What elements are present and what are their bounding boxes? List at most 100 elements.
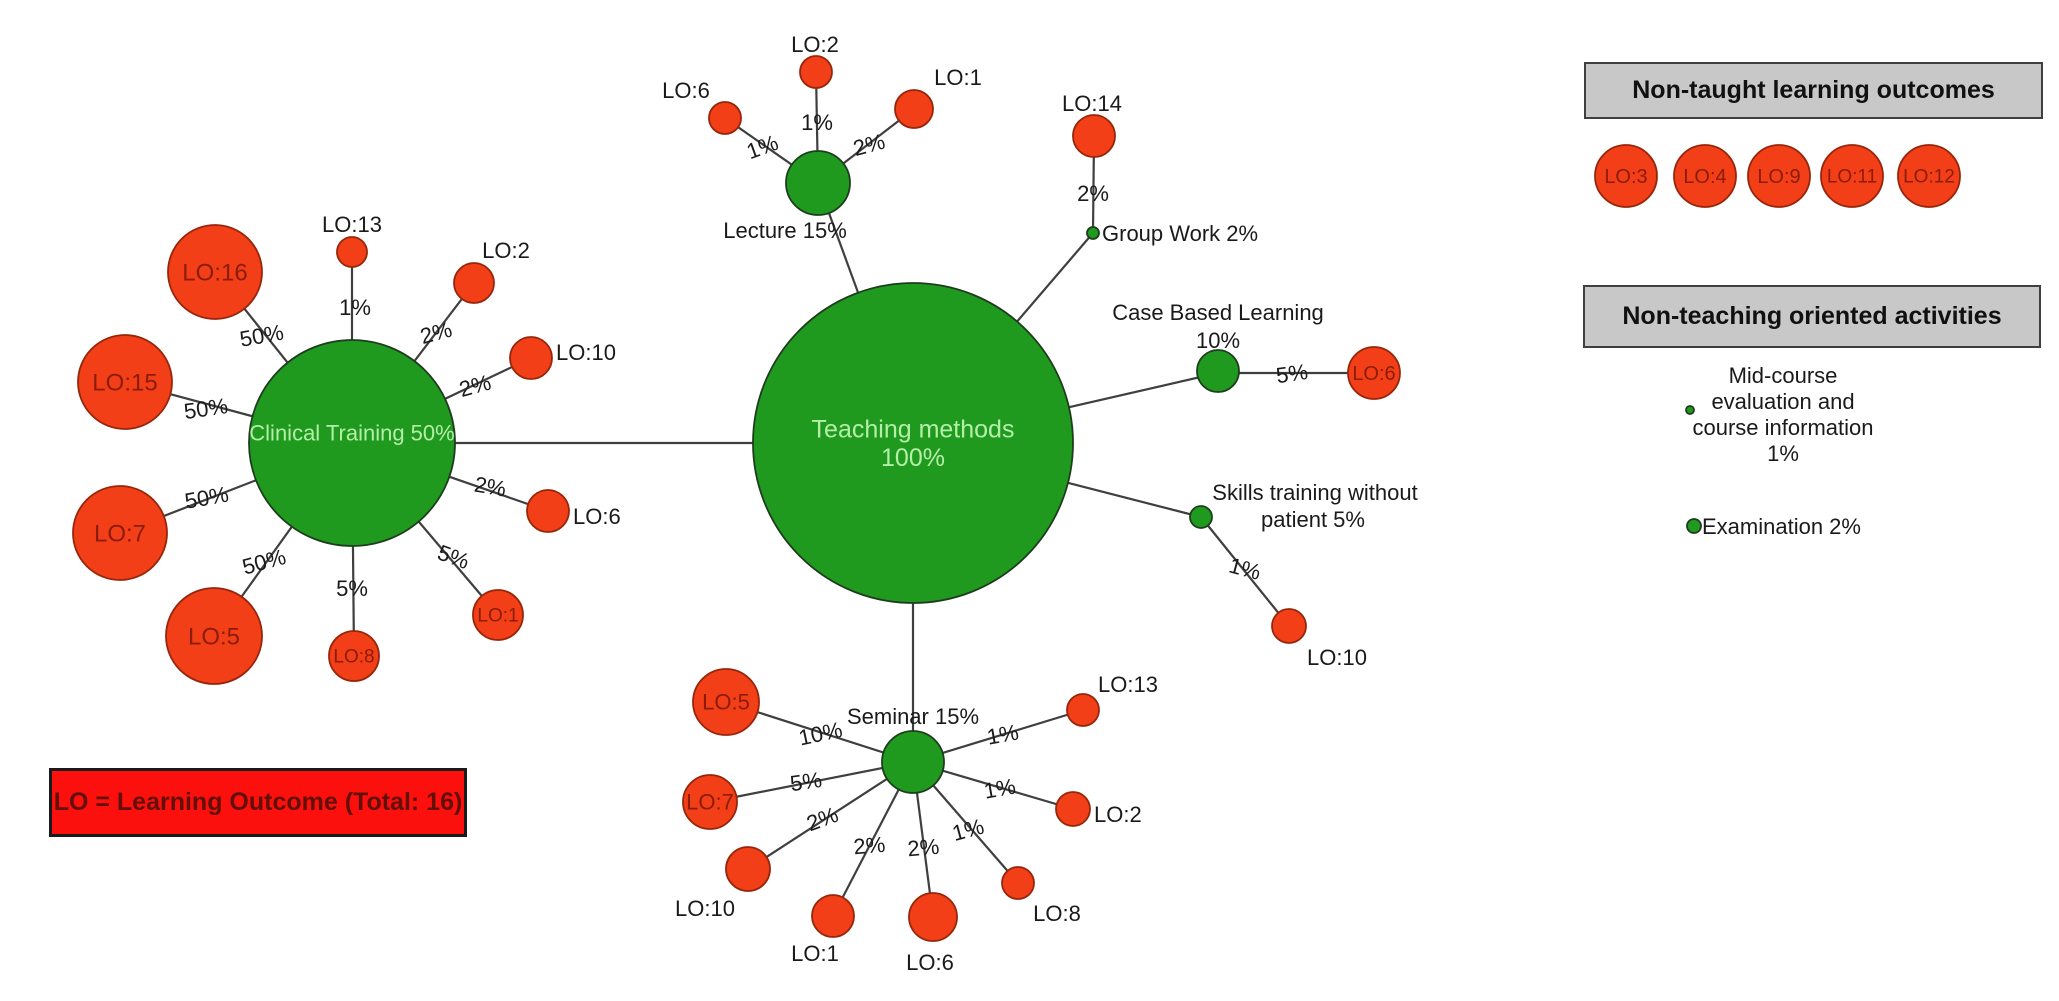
legend-dot-examination-hub-circle — [1686, 518, 1702, 534]
legend-examination-label: Examination 2% — [1702, 514, 1861, 539]
casebased-lo6-label: LO:6 — [1352, 363, 1395, 385]
edge-percentage-label: 2% — [456, 370, 493, 402]
clinical-lo10-circle — [509, 336, 553, 380]
legend-lo4-circle — [1673, 144, 1737, 208]
edge-percentage-label: 50% — [240, 544, 289, 580]
case-based-title-line2: 10% — [1196, 328, 1240, 353]
edge-percentage-label: 2% — [1077, 181, 1109, 206]
seminar-lo13-label: LO:13 — [1098, 672, 1158, 697]
edge-percentage-label: 2% — [417, 317, 454, 349]
edge-percentage-label: 2% — [472, 472, 508, 502]
edge-percentage-label: 5% — [788, 767, 823, 796]
clinical-lo5-label: LO:5 — [188, 623, 240, 650]
legend-midcourse-line4: 1% — [1767, 441, 1799, 466]
seminar-lo7-circle — [682, 774, 738, 830]
lecture-lo2-circle — [799, 55, 833, 89]
edge-percentage-label: 1% — [339, 295, 371, 320]
edge-percentage-label: 5% — [336, 576, 368, 601]
lo-note-text: LO = Learning Outcome (Total: 16) — [53, 788, 463, 816]
clinical-lo8-label: LO:8 — [333, 647, 374, 668]
seminar-lo10-label: LO:10 — [675, 896, 735, 921]
clinical-lo1-circle — [472, 589, 524, 641]
edge-percentage-label: 5% — [1274, 359, 1309, 388]
edge-percentage-label: 1% — [801, 110, 833, 135]
skills-title-line1: Skills training without — [1212, 480, 1417, 505]
clinical-lo1-label: LO:1 — [477, 606, 518, 627]
casebased-lo6-circle — [1347, 346, 1401, 400]
clinical-lo6-circle — [526, 489, 570, 533]
seminar-lo10-circle — [725, 846, 771, 892]
seminar-lo2-label: LO:2 — [1094, 802, 1142, 827]
clinical-lo15-label: LO:15 — [92, 369, 157, 396]
edge-percentage-label: 5% — [434, 540, 472, 574]
legend-non-taught-title: Non-taught learning outcomes — [1632, 76, 1995, 104]
edge-percentage-label: 2% — [852, 832, 886, 860]
edge-percentage-label: 10% — [796, 717, 844, 751]
legend-non-taught-box: Non-taught learning outcomes — [1584, 62, 2043, 119]
clinical-lo16-circle — [167, 224, 263, 320]
legend-non-teaching-title: Non-teaching oriented activities — [1622, 302, 2002, 330]
seminar-lo13-circle — [1066, 693, 1100, 727]
clinical-lo15-circle — [77, 334, 173, 430]
hub-lecture-hub-circle — [785, 150, 851, 216]
legend-lo12-label: LO:12 — [1903, 167, 1955, 188]
legend-lo9-circle — [1747, 144, 1811, 208]
clinical-lo8-circle — [328, 630, 380, 682]
edge-percentage-label: 2% — [803, 802, 841, 836]
seminar-lo8-circle — [1001, 866, 1035, 900]
clinical-lo7-circle — [72, 485, 168, 581]
skills-lo10-circle — [1271, 608, 1307, 644]
clinical-lo2-circle — [453, 262, 495, 304]
lecture-lo6-circle — [708, 101, 742, 135]
edge-percentage-label: 50% — [182, 393, 229, 424]
seminar-lo7-label: LO:7 — [686, 790, 734, 815]
lecture-lo2-label: LO:2 — [791, 32, 839, 57]
legend-midcourse-line2: evaluation and — [1711, 389, 1854, 414]
seminar-lo6-label: LO:6 — [906, 950, 954, 975]
clinical-lo13-circle — [336, 236, 368, 268]
hub-group-work-hub-circle — [1086, 226, 1100, 240]
legend-lo12-circle — [1897, 144, 1961, 208]
clinical-lo6-label: LO:6 — [573, 504, 621, 529]
edge-line — [1200, 516, 1290, 627]
clinical-lo7-label: LO:7 — [94, 520, 146, 547]
legend-midcourse-line1: Mid-course — [1729, 363, 1838, 388]
legend-midcourse-line3: course information — [1693, 415, 1874, 440]
seminar-lo8-label: LO:8 — [1033, 901, 1081, 926]
edge-line — [747, 761, 914, 870]
edge-percentage-label: 1% — [1226, 553, 1263, 585]
legend-lo9-label: LO:9 — [1757, 166, 1800, 188]
group-work-title: Group Work 2% — [1102, 221, 1258, 246]
legend-lo11-circle — [1820, 144, 1884, 208]
hub-seminar-hub-circle — [881, 730, 945, 794]
hub-teaching-methods-label: Teaching methods 100% — [812, 415, 1015, 472]
lecture-lo6-label: LO:6 — [662, 78, 710, 103]
case-based-title-line1: Case Based Learning — [1112, 300, 1324, 325]
groupwork-lo14-label: LO:14 — [1062, 91, 1122, 116]
seminar-lo5-label: LO:5 — [702, 690, 750, 715]
legend-lo4-label: LO:4 — [1683, 166, 1726, 188]
clinical-lo16-label: LO:16 — [182, 259, 247, 286]
clinical-lo13-label: LO:13 — [322, 212, 382, 237]
seminar-lo1-label: LO:1 — [791, 941, 839, 966]
hub-skills-training-hub-circle — [1189, 505, 1213, 529]
seminar-lo5-circle — [692, 668, 760, 736]
groupwork-lo14-circle — [1072, 114, 1116, 158]
hub-case-based-learning-hub-circle — [1196, 349, 1240, 393]
legend-lo3-label: LO:3 — [1604, 166, 1647, 188]
hub-clinical-training-label: Clinical Training 50% — [249, 421, 454, 446]
edge-percentage-label: 2% — [850, 129, 887, 161]
lecture-lo1-label: LO:1 — [934, 65, 982, 90]
edge-percentage-label: 50% — [238, 319, 286, 351]
legend-dot-midcourse-hub-circle — [1685, 405, 1695, 415]
hub-teaching-methods-hub-circle — [752, 282, 1074, 604]
edge-line — [709, 760, 914, 804]
legend-lo3-circle — [1594, 144, 1658, 208]
clinical-lo10-label: LO:10 — [556, 340, 616, 365]
lecture-lo1-circle — [894, 89, 934, 129]
skills-lo10-label: LO:10 — [1307, 645, 1367, 670]
legend-non-teaching-box: Non-teaching oriented activities — [1583, 285, 2041, 348]
seminar-lo6-circle — [908, 892, 958, 942]
edge-percentage-label: 2% — [906, 834, 940, 862]
